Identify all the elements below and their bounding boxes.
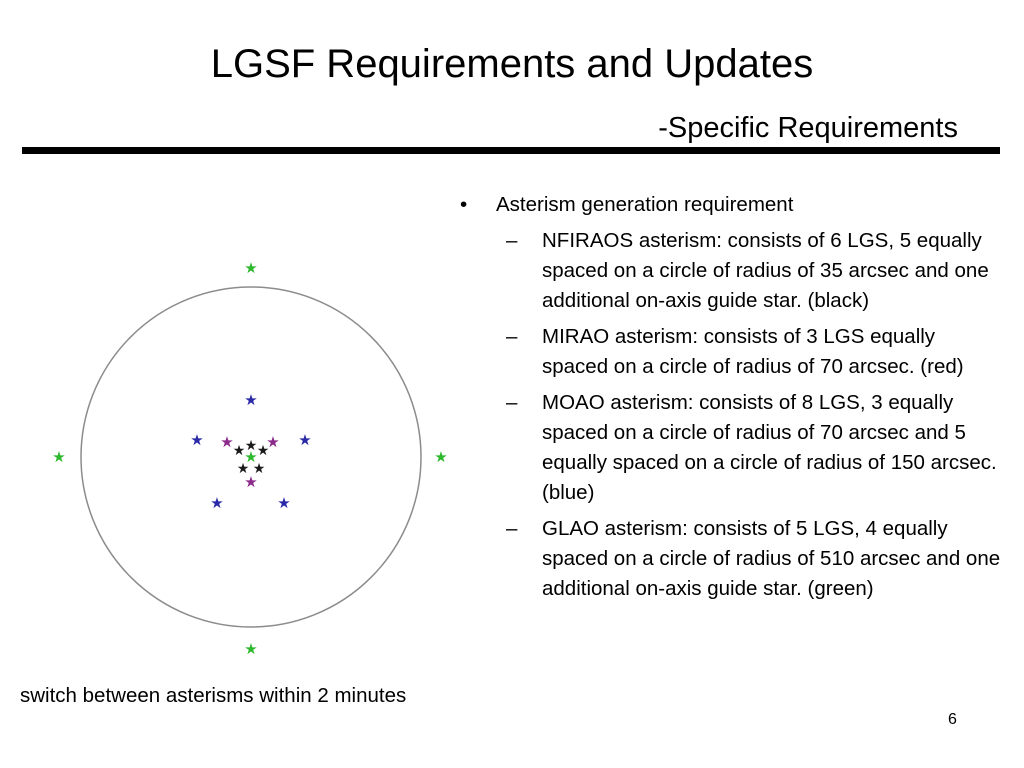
sub-bullet-text: NFIRAOS asterism: consists of 6 LGS, 5 e… [542, 229, 989, 312]
glao-stars: ★ ★ ★ ★ ★ [52, 260, 447, 658]
star-icon: ★ [253, 460, 266, 476]
star-icon: ★ [277, 495, 290, 512]
sub-bullet-text: GLAO asterism: consists of 5 LGS, 4 equa… [542, 517, 1001, 600]
star-icon: ★ [266, 434, 279, 451]
title-divider [22, 147, 1000, 154]
star-icon: ★ [244, 260, 257, 277]
bullet-asterism-generation: • Asterism generation requirement [460, 190, 1005, 220]
field-circle [80, 286, 422, 628]
dash-marker: – [506, 391, 518, 414]
mirao-stars: ★ ★ ★ [220, 434, 279, 491]
star-icon: ★ [257, 442, 270, 458]
star-icon: ★ [237, 460, 250, 476]
moao-stars: ★ ★ ★ ★ ★ [190, 392, 311, 512]
star-icon: ★ [298, 432, 311, 449]
dash-marker: – [506, 325, 518, 348]
requirements-list: • Asterism generation requirement – NFIR… [460, 190, 1005, 610]
asterism-diagram: ★ ★ ★ ★ ★ ★ ★ ★ ★ ★ ★ ★ ★ ★ ★ ★ ★ ★ [52, 260, 447, 658]
bullet-text: Asterism generation requirement [496, 193, 794, 216]
page-number: 6 [948, 711, 957, 728]
sub-bullet-list: – NFIRAOS asterism: consists of 6 LGS, 5… [460, 226, 1005, 604]
bullet-marker: • [460, 193, 468, 216]
sub-bullet-nfiraos: – NFIRAOS asterism: consists of 6 LGS, 5… [460, 226, 1005, 316]
star-icon: ★ [52, 449, 65, 466]
sub-bullet-text: MOAO asterism: consists of 8 LGS, 3 equa… [542, 391, 997, 504]
dash-marker: – [506, 229, 518, 252]
star-icon: ★ [434, 449, 447, 466]
slide-subtitle: -Specific Requirements [658, 112, 958, 144]
star-icon: ★ [220, 434, 233, 451]
star-icon: ★ [244, 641, 257, 658]
star-icon: ★ [245, 437, 258, 453]
star-icon: ★ [190, 432, 203, 449]
sub-bullet-moao: – MOAO asterism: consists of 8 LGS, 3 eq… [460, 388, 1005, 508]
slide-title: LGSF Requirements and Updates [210, 42, 814, 86]
sub-bullet-mirao: – MIRAO asterism: consists of 3 LGS equa… [460, 322, 1005, 382]
sub-bullet-text: MIRAO asterism: consists of 3 LGS equall… [542, 325, 964, 378]
star-icon: ★ [244, 474, 257, 491]
star-icon: ★ [244, 392, 257, 409]
star-icon: ★ [233, 442, 246, 458]
star-icon: ★ [210, 495, 223, 512]
sub-bullet-glao: – GLAO asterism: consists of 5 LGS, 4 eq… [460, 514, 1005, 604]
star-icon: ★ [244, 449, 257, 466]
diagram-caption: switch between asterisms within 2 minute… [20, 684, 407, 707]
dash-marker: – [506, 517, 518, 540]
nfiraos-stars: ★ ★ ★ ★ ★ [233, 437, 270, 476]
